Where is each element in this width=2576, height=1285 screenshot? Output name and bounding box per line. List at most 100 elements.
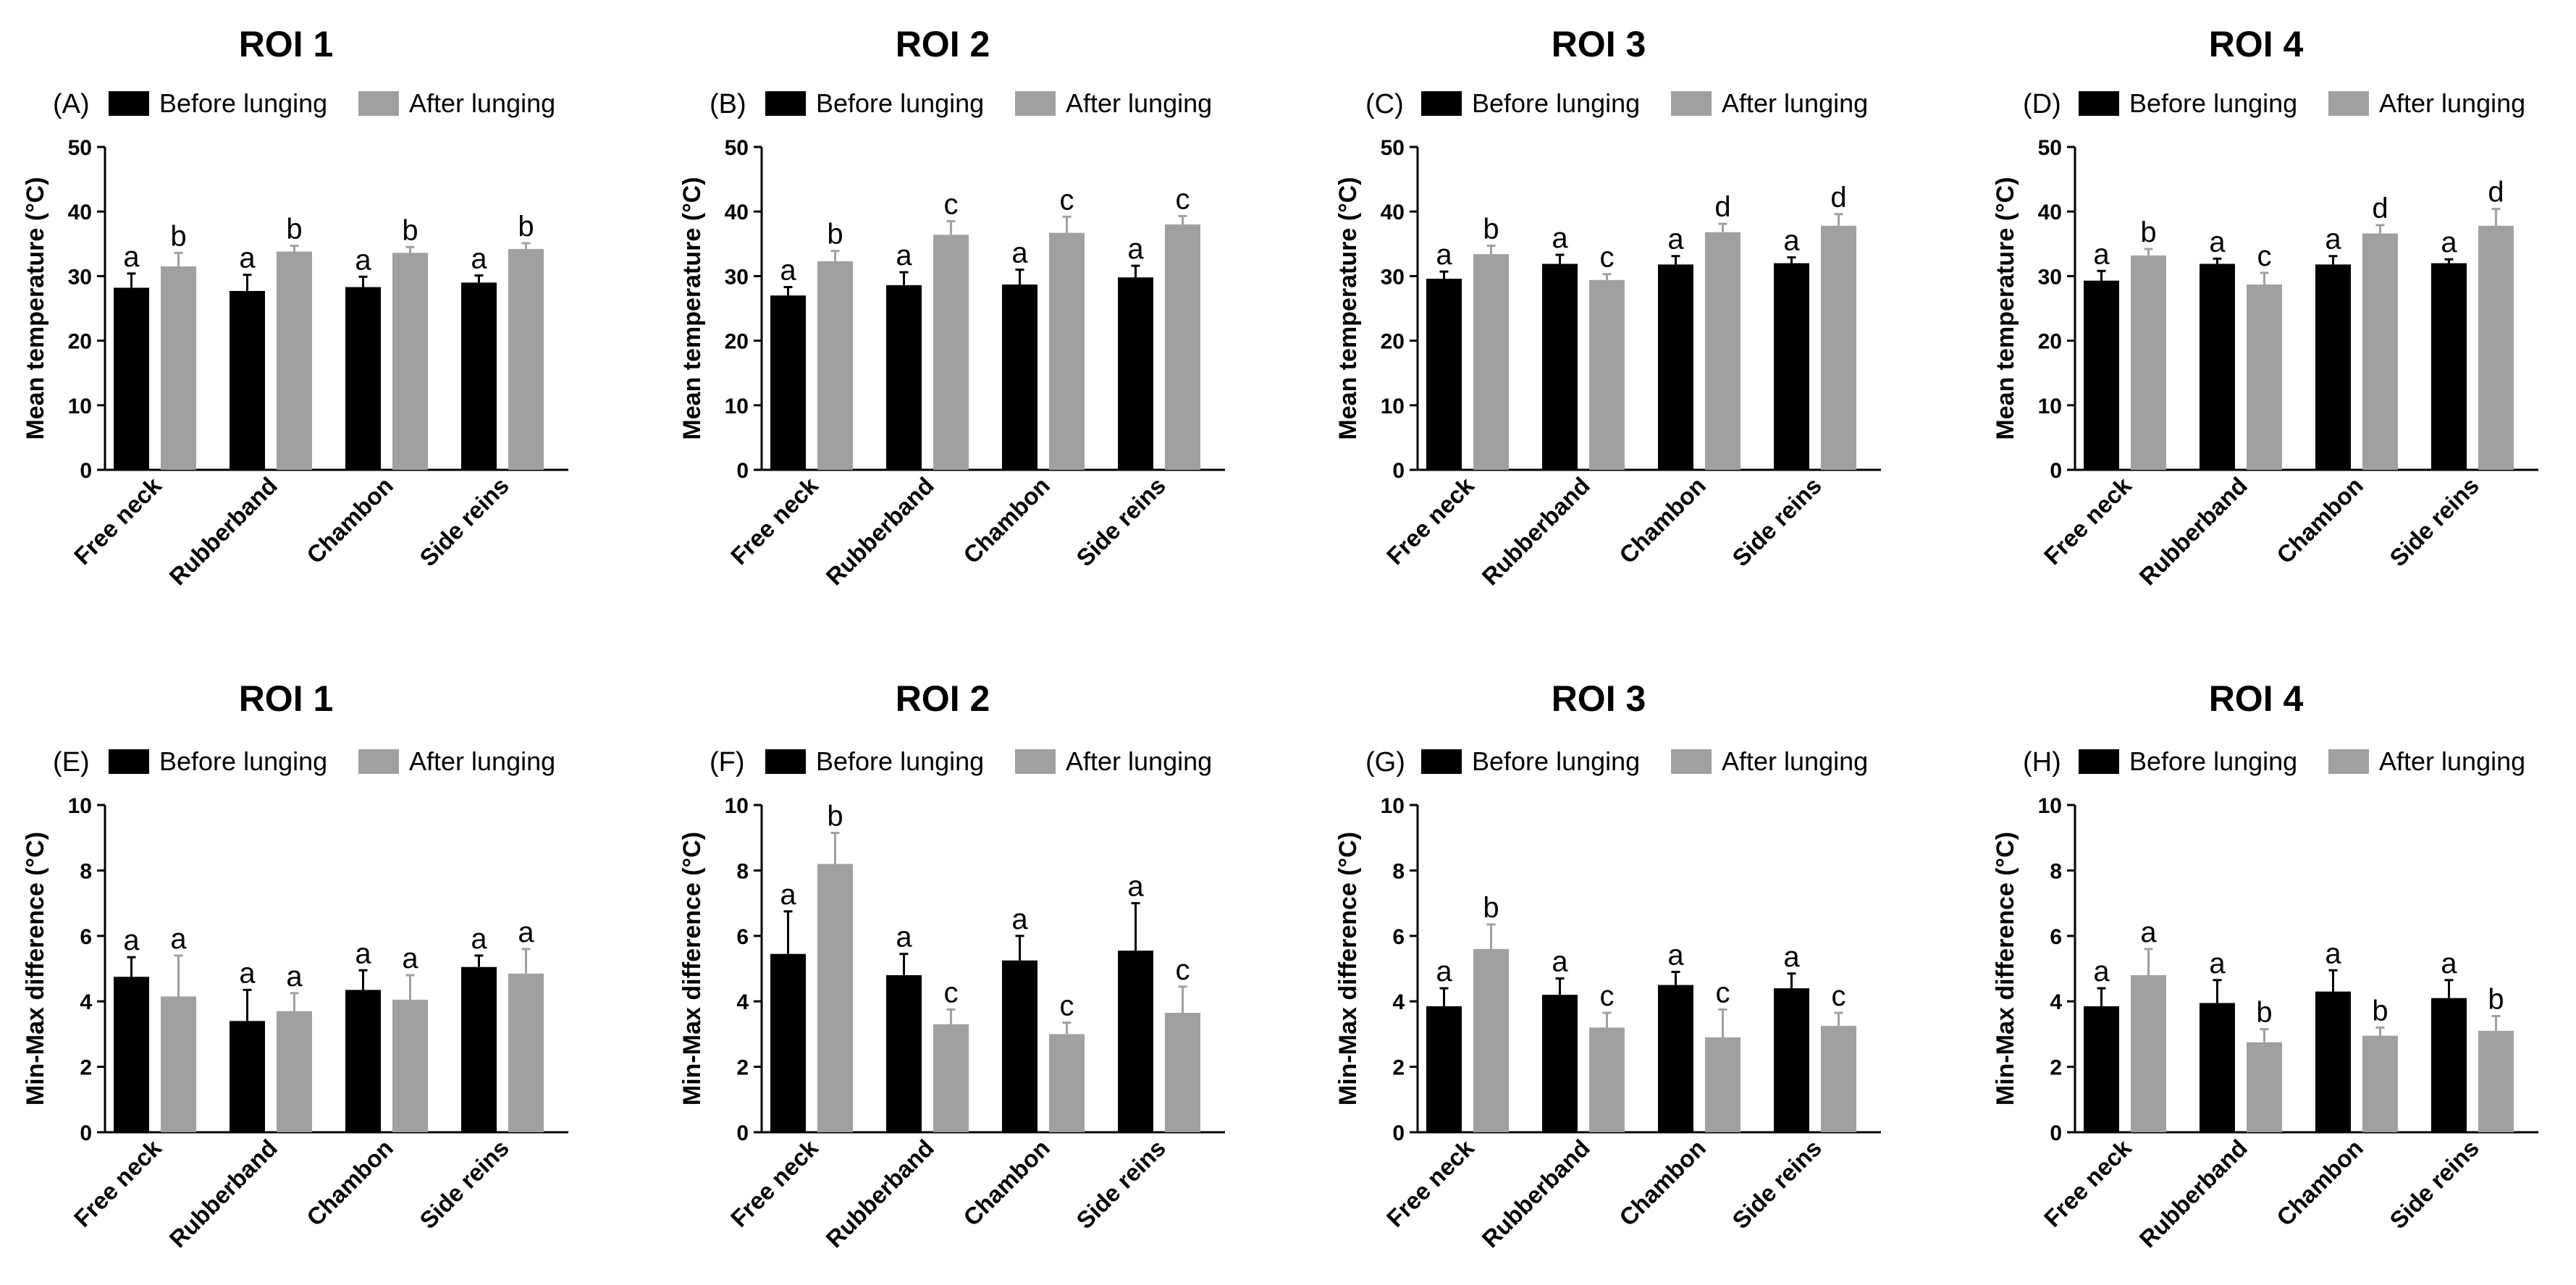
bar-after-lunging bbox=[392, 253, 428, 470]
chart-panel: ROI 3 (C) Before lunging After lunging Mean … bbox=[1334, 24, 1881, 590]
bar-before-lunging bbox=[2431, 998, 2467, 1132]
significance-label: c bbox=[1060, 184, 1074, 216]
bar-after-lunging bbox=[2478, 225, 2514, 470]
x-tick-label: Free neck bbox=[2039, 471, 2137, 570]
legend-label-after: After lunging bbox=[1066, 88, 1212, 118]
y-tick-label: 2 bbox=[736, 1056, 749, 1080]
significance-label: a bbox=[2325, 224, 2341, 256]
chart-panel: ROI 3 (G) Before lunging After lunging Min-M… bbox=[1334, 678, 1881, 1252]
significance-label: b bbox=[827, 219, 843, 250]
y-tick-label: 0 bbox=[80, 1121, 92, 1145]
y-tick-label: 50 bbox=[725, 136, 749, 160]
bar-before-lunging bbox=[2200, 264, 2235, 470]
legend-swatch-before bbox=[1421, 749, 1462, 774]
x-tick-label: Side reins bbox=[1727, 472, 1827, 572]
y-tick-label: 10 bbox=[2038, 794, 2062, 818]
x-tick-label: Chambon bbox=[301, 1134, 398, 1231]
bar-before-lunging bbox=[770, 295, 806, 470]
significance-label: a bbox=[471, 923, 487, 955]
significance-label: a bbox=[471, 243, 487, 275]
chart-title: ROI 2 bbox=[896, 678, 990, 719]
y-tick-label: 30 bbox=[1381, 265, 1405, 289]
panel-label: (H) bbox=[2023, 747, 2061, 778]
x-tick-label: Free neck bbox=[2039, 1134, 2137, 1232]
significance-label: a bbox=[2325, 938, 2341, 969]
significance-label: d bbox=[2488, 177, 2504, 208]
x-tick-label: Rubberband bbox=[164, 472, 282, 591]
significance-label: a bbox=[2093, 238, 2110, 270]
significance-label: a bbox=[1011, 903, 1028, 935]
significance-label: b bbox=[827, 800, 843, 832]
bar-before-lunging bbox=[345, 287, 381, 470]
bar-after-lunging bbox=[1165, 1013, 1200, 1132]
panel-label: (A) bbox=[53, 89, 90, 119]
y-tick-label: 10 bbox=[1381, 794, 1405, 818]
legend-label-before: Before lunging bbox=[1472, 746, 1640, 776]
y-tick-label: 30 bbox=[2038, 265, 2062, 289]
y-tick-label: 8 bbox=[1392, 859, 1405, 883]
bar-before-lunging bbox=[1774, 263, 1809, 470]
y-tick-label: 2 bbox=[1392, 1056, 1405, 1080]
bar-after-lunging bbox=[1821, 225, 1856, 470]
x-tick-label: Rubberband bbox=[2134, 472, 2252, 591]
bar-before-lunging bbox=[461, 282, 497, 470]
legend-label-before: Before lunging bbox=[1472, 88, 1640, 118]
bar-after-lunging bbox=[1473, 948, 1509, 1132]
y-tick-label: 30 bbox=[68, 265, 92, 289]
bar-before-lunging bbox=[345, 990, 381, 1132]
chart-title: ROI 4 bbox=[2209, 24, 2304, 64]
significance-label: c bbox=[1060, 990, 1074, 1022]
bar-after-lunging bbox=[2247, 1042, 2282, 1132]
bar-before-lunging bbox=[2315, 991, 2351, 1132]
significance-label: c bbox=[1716, 977, 1730, 1009]
chart-panel: ROI 1 (E) Before lunging After lunging Min-M… bbox=[22, 678, 568, 1252]
legend-label-before: Before lunging bbox=[2129, 746, 2297, 776]
bar-after-lunging bbox=[1165, 224, 1200, 470]
significance-label: a bbox=[1436, 956, 1452, 987]
y-tick-label: 0 bbox=[1392, 1121, 1405, 1145]
legend-swatch-before bbox=[2079, 749, 2119, 774]
y-tick-label: 10 bbox=[1381, 395, 1405, 418]
significance-label: c bbox=[1600, 242, 1615, 274]
legend-label-before: Before lunging bbox=[159, 746, 327, 776]
y-tick-label: 20 bbox=[725, 330, 749, 354]
bar-before-lunging bbox=[2084, 1006, 2119, 1132]
legend-swatch-before bbox=[109, 91, 149, 116]
significance-label: d bbox=[2372, 193, 2388, 224]
bar-before-lunging bbox=[2200, 1003, 2235, 1132]
x-tick-label: Rubberband bbox=[820, 1134, 939, 1253]
x-tick-label: Chambon bbox=[958, 472, 1055, 569]
y-tick-label: 0 bbox=[736, 459, 749, 483]
y-tick-label: 0 bbox=[736, 1121, 749, 1145]
chart-panel: ROI 2 (B) Before lunging After lunging Mean … bbox=[678, 24, 1225, 590]
x-tick-label: Side reins bbox=[1727, 1134, 1827, 1234]
legend-swatch-before bbox=[2079, 91, 2119, 116]
significance-label: a bbox=[2140, 917, 2157, 948]
significance-label: a bbox=[2209, 226, 2226, 258]
bar-before-lunging bbox=[1426, 278, 1462, 470]
x-tick-label: Free neck bbox=[69, 471, 167, 570]
panel-label: (C) bbox=[1365, 89, 1404, 119]
y-axis-label: Mean temperature (°C) bbox=[678, 177, 706, 439]
significance-label: a bbox=[1011, 237, 1028, 269]
significance-label: c bbox=[944, 189, 959, 221]
significance-label: a bbox=[355, 938, 371, 969]
bar-before-lunging bbox=[114, 287, 149, 470]
bar-before-lunging bbox=[1002, 960, 1037, 1132]
y-axis-label: Mean temperature (°C) bbox=[1334, 177, 1362, 439]
chart-panel: ROI 2 (F) Before lunging After lunging Min-M… bbox=[678, 678, 1225, 1252]
bar-before-lunging bbox=[886, 285, 922, 470]
significance-label: a bbox=[239, 957, 256, 989]
y-tick-label: 50 bbox=[2038, 136, 2062, 160]
significance-label: a bbox=[402, 943, 418, 974]
significance-label: b bbox=[1483, 213, 1499, 245]
bar-after-lunging bbox=[933, 235, 969, 470]
significance-label: c bbox=[1176, 183, 1190, 215]
chart-panel: ROI 4 (H) Before lunging After lunging Min-M… bbox=[1992, 678, 2538, 1252]
y-tick-label: 4 bbox=[2050, 990, 2062, 1014]
chart-title: ROI 1 bbox=[239, 24, 334, 64]
y-tick-label: 20 bbox=[1381, 330, 1405, 354]
significance-label: d bbox=[1714, 191, 1730, 223]
legend-swatch-before bbox=[765, 91, 806, 116]
